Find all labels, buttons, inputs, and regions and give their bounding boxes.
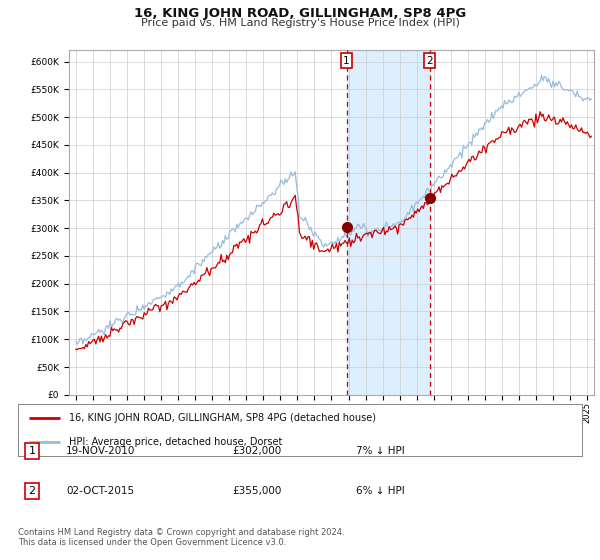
- Text: 7% ↓ HPI: 7% ↓ HPI: [356, 446, 405, 456]
- Text: £355,000: £355,000: [232, 486, 281, 496]
- Text: 2: 2: [29, 486, 35, 496]
- Text: £302,000: £302,000: [232, 446, 281, 456]
- Text: 2: 2: [426, 55, 433, 66]
- Bar: [347, 50, 430, 395]
- Text: Price paid vs. HM Land Registry's House Price Index (HPI): Price paid vs. HM Land Registry's House …: [140, 18, 460, 28]
- Text: 1: 1: [343, 55, 350, 66]
- Text: 6% ↓ HPI: 6% ↓ HPI: [356, 486, 405, 496]
- Text: 19-NOV-2010: 19-NOV-2010: [66, 446, 136, 456]
- Text: Contains HM Land Registry data © Crown copyright and database right 2024.
This d: Contains HM Land Registry data © Crown c…: [18, 528, 344, 547]
- Text: HPI: Average price, detached house, Dorset: HPI: Average price, detached house, Dors…: [69, 437, 282, 447]
- Text: 02-OCT-2015: 02-OCT-2015: [66, 486, 134, 496]
- Text: 1: 1: [29, 446, 35, 456]
- Text: 16, KING JOHN ROAD, GILLINGHAM, SP8 4PG: 16, KING JOHN ROAD, GILLINGHAM, SP8 4PG: [134, 7, 466, 20]
- Text: 16, KING JOHN ROAD, GILLINGHAM, SP8 4PG (detached house): 16, KING JOHN ROAD, GILLINGHAM, SP8 4PG …: [69, 413, 376, 423]
